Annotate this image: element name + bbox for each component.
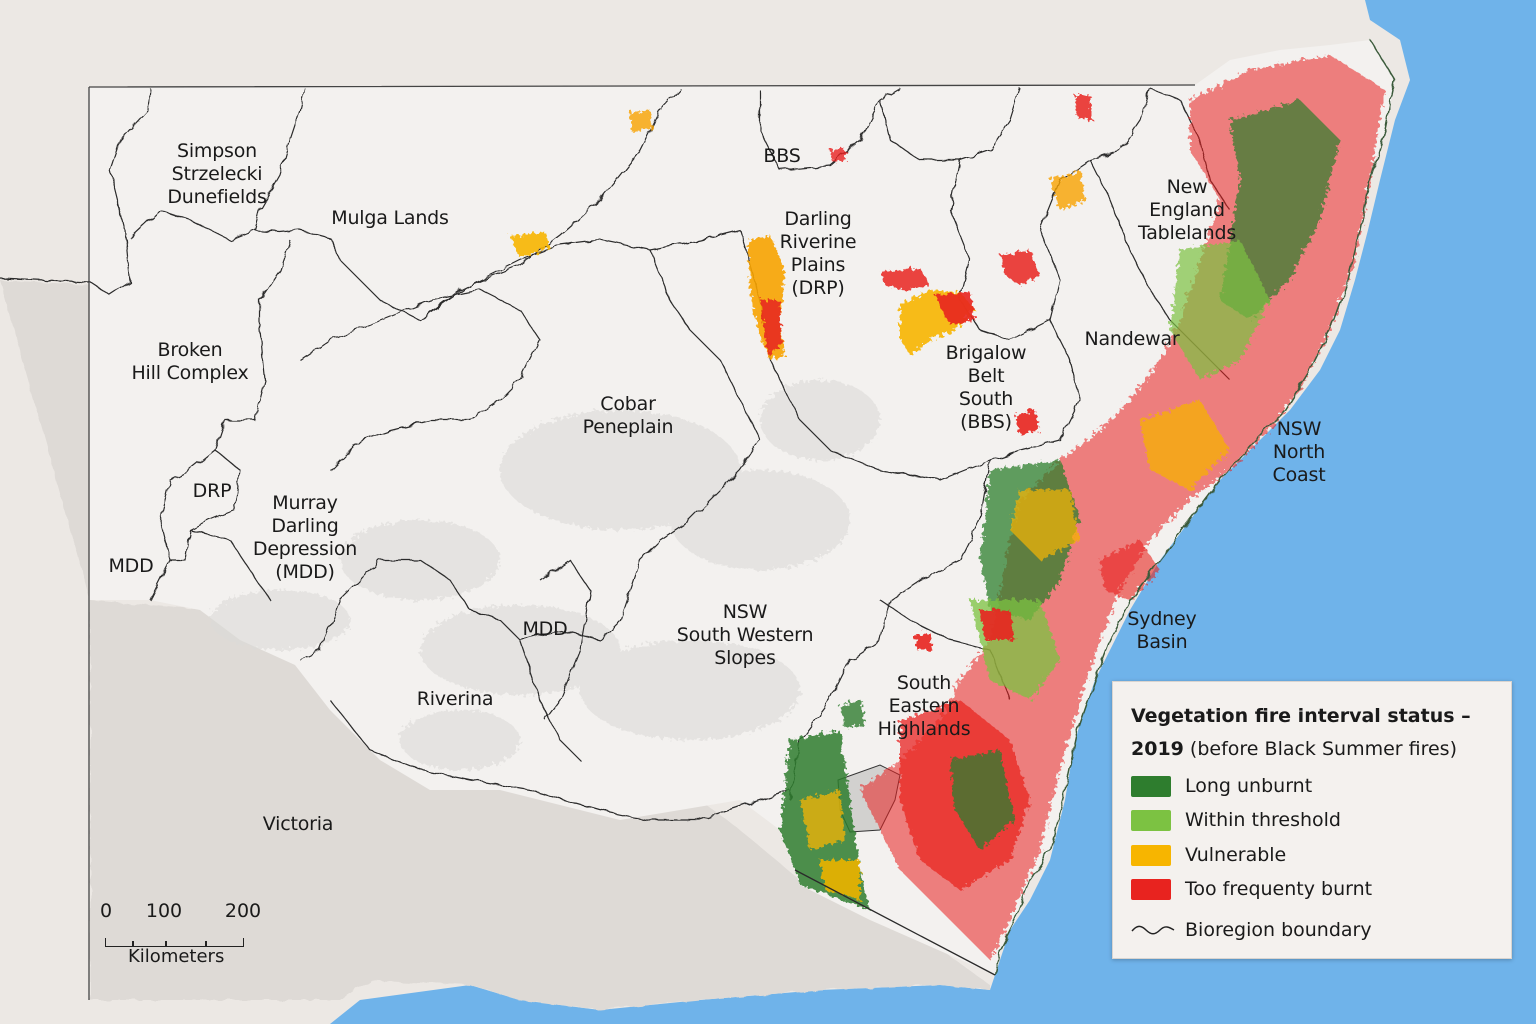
state-border: [794, 869, 996, 976]
region-label-mdd-west: MDD: [108, 555, 153, 578]
scale-tick-0: 0: [99, 900, 113, 922]
region-label-line: MDD: [522, 618, 568, 640]
region-label-line: Eastern: [888, 695, 960, 717]
legend-item-boundary: Bioregion boundary: [1131, 919, 1372, 941]
region-label-line: Nandewar: [1084, 328, 1180, 350]
region-label-bbs-north: BBS: [763, 145, 800, 168]
region-label-line: Tablelands: [1137, 222, 1237, 244]
region-label-line: DRP: [192, 480, 232, 502]
scale-line: [105, 938, 244, 947]
legend-item-too-frequently-burnt: Too frequenty burnt: [1131, 878, 1372, 900]
region-label-line: Strzelecki: [171, 163, 263, 185]
region-label-line: (MDD): [275, 561, 335, 583]
region-label-line: Hill Complex: [131, 362, 249, 384]
region-label-line: NSW: [722, 601, 768, 623]
scale-bar: 0 100 200 Kilometers: [99, 900, 262, 980]
region-label-line: Basin: [1136, 631, 1188, 653]
swatch-vulnerable-icon: [1131, 844, 1171, 866]
region-label-line: MDD: [108, 555, 154, 577]
region-label-new-england: New England Tablelands: [1138, 176, 1236, 245]
bioregion-boundaries: [0, 87, 1231, 821]
region-label-mdd-central: MDD: [522, 618, 567, 641]
scale-unit: Kilometers: [128, 946, 225, 967]
fire-patches: [510, 55, 1385, 960]
region-label-nsw-sw-slopes: NSW South Western Slopes: [677, 601, 814, 670]
region-label-line: Depression: [252, 538, 358, 560]
region-label-line: (DRP): [791, 277, 845, 299]
region-label-line: Belt: [967, 365, 1005, 387]
region-label-nandewar: Nandewar: [1084, 328, 1179, 351]
region-label-nsw-north-coast: NSW North Coast: [1273, 418, 1326, 487]
region-label-line: Cobar: [600, 393, 656, 415]
region-label-broken-hill: Broken Hill Complex: [131, 339, 248, 385]
swatch-long-unburnt-icon: [1131, 775, 1171, 797]
region-label-line: Sydney: [1127, 608, 1197, 630]
region-label-line: Riverina: [416, 688, 494, 710]
region-label-line: Coast: [1272, 464, 1326, 486]
legend-title-sub: (before Black Summer fires): [1183, 738, 1457, 760]
legend-title: Vegetation fire interval status – 2019 (…: [1131, 700, 1471, 766]
legend: Vegetation fire interval status – 2019 (…: [1112, 681, 1512, 959]
region-label-line: (BBS): [960, 411, 1012, 433]
region-label-line: Darling: [784, 208, 852, 230]
region-label-drp-west: DRP: [193, 480, 232, 503]
region-label-line: South: [958, 388, 1014, 410]
region-label-simpson: Simpson Strzelecki Dunefields: [167, 140, 267, 209]
region-label-line: NSW: [1276, 418, 1322, 440]
region-label-line: North: [1272, 441, 1326, 463]
region-label-line: Highlands: [877, 718, 971, 740]
region-label-line: BBS: [763, 145, 801, 167]
region-label-riverina: Riverina: [417, 688, 494, 711]
region-label-sydney-basin: Sydney Basin: [1127, 608, 1196, 654]
legend-title-year: 2019: [1131, 738, 1184, 760]
region-label-line: Darling: [271, 515, 339, 537]
swatch-within-threshold-icon: [1131, 809, 1171, 831]
region-label-line: Victoria: [262, 813, 334, 835]
legend-label: Within threshold: [1185, 809, 1341, 831]
scale-tick-100: 100: [145, 900, 183, 922]
legend-item-vulnerable: Vulnerable: [1131, 844, 1286, 866]
region-label-line: Plains: [790, 254, 846, 276]
region-label-line: South Western: [676, 624, 814, 646]
region-label-mulga: Mulga Lands: [331, 207, 449, 230]
wavy-line-icon: [1131, 925, 1175, 935]
region-label-line: England: [1149, 199, 1225, 221]
region-label-line: Riverine: [779, 231, 857, 253]
legend-label: Bioregion boundary: [1185, 919, 1372, 941]
region-label-line: Mulga Lands: [331, 207, 449, 229]
region-label-murray-darling: Murray Darling Depression (MDD): [253, 492, 357, 584]
region-label-line: New: [1166, 176, 1208, 198]
region-label-line: Brigalow: [945, 342, 1027, 364]
region-label-brigalow: Brigalow Belt South (BBS): [946, 342, 1027, 434]
coastline: [994, 39, 1396, 976]
legend-label: Vulnerable: [1185, 844, 1287, 866]
region-label-line: Slopes: [714, 647, 776, 669]
map-frame: [88, 84, 1196, 1000]
swatch-too-frequently-burnt-icon: [1131, 878, 1171, 900]
region-label-line: Simpson: [176, 140, 258, 162]
legend-item-within-threshold: Within threshold: [1131, 809, 1341, 831]
region-label-line: Broken: [157, 339, 223, 361]
region-label-drp-main: Darling Riverine Plains (DRP): [780, 208, 857, 300]
legend-label: Too frequenty burnt: [1185, 878, 1373, 900]
legend-title-main: Vegetation fire interval status –: [1131, 705, 1471, 727]
victoria-land: [0, 280, 990, 1010]
region-label-south-eastern-highlands: South Eastern Highlands: [878, 672, 971, 741]
scale-tick-200: 200: [224, 900, 262, 922]
region-label-cobar: Cobar Peneplain: [583, 393, 674, 439]
legend-label: Long unburnt: [1185, 775, 1313, 797]
region-label-victoria: Victoria: [263, 813, 334, 836]
region-label-line: Dunefields: [167, 186, 267, 208]
vegetation-mottle: [210, 380, 880, 770]
region-label-line: Murray: [272, 492, 338, 514]
legend-item-long-unburnt: Long unburnt: [1131, 775, 1312, 797]
region-label-line: South: [896, 672, 952, 694]
region-label-line: Peneplain: [582, 416, 674, 438]
